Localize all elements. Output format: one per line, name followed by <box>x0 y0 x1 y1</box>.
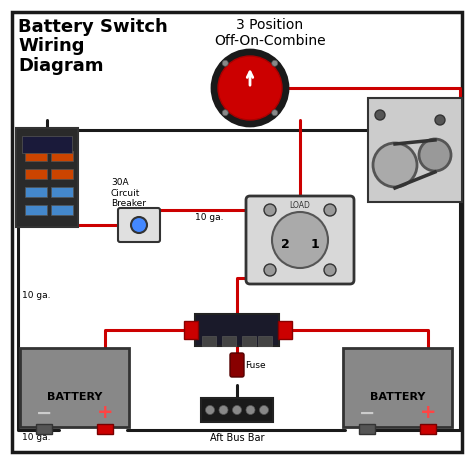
Circle shape <box>218 56 282 120</box>
FancyBboxPatch shape <box>230 353 244 377</box>
FancyBboxPatch shape <box>222 336 236 346</box>
FancyBboxPatch shape <box>25 187 47 197</box>
Text: LOAD: LOAD <box>290 201 310 210</box>
Circle shape <box>212 50 288 126</box>
FancyBboxPatch shape <box>258 336 272 346</box>
Text: 30A
Circuit
Breaker: 30A Circuit Breaker <box>111 178 146 208</box>
Circle shape <box>264 264 276 276</box>
Circle shape <box>375 110 385 120</box>
Text: BATTERY: BATTERY <box>47 393 102 402</box>
Circle shape <box>233 406 241 414</box>
Text: 10 ga.: 10 ga. <box>195 213 224 223</box>
Text: +: + <box>420 403 436 423</box>
FancyBboxPatch shape <box>195 314 279 346</box>
Text: Fuse: Fuse <box>245 360 265 370</box>
Circle shape <box>259 406 268 414</box>
FancyBboxPatch shape <box>25 205 47 215</box>
Circle shape <box>272 60 278 66</box>
Text: BATTERY: BATTERY <box>370 393 425 402</box>
FancyBboxPatch shape <box>343 348 452 427</box>
Text: 3 Position
Off-On-Combine: 3 Position Off-On-Combine <box>214 18 326 48</box>
Circle shape <box>222 60 228 66</box>
Circle shape <box>324 204 336 216</box>
Circle shape <box>222 110 228 116</box>
Text: +: + <box>97 403 113 423</box>
Circle shape <box>272 212 328 268</box>
FancyBboxPatch shape <box>51 205 73 215</box>
FancyBboxPatch shape <box>36 424 52 434</box>
Text: 2: 2 <box>281 237 289 250</box>
FancyBboxPatch shape <box>51 187 73 197</box>
FancyBboxPatch shape <box>202 336 216 346</box>
Circle shape <box>206 406 215 414</box>
FancyBboxPatch shape <box>420 424 436 434</box>
Circle shape <box>324 264 336 276</box>
FancyBboxPatch shape <box>97 424 113 434</box>
FancyBboxPatch shape <box>51 151 73 161</box>
Text: −: − <box>36 403 52 423</box>
Circle shape <box>373 143 417 187</box>
FancyBboxPatch shape <box>16 128 78 227</box>
FancyBboxPatch shape <box>20 348 129 427</box>
Text: 10 ga.: 10 ga. <box>22 432 51 442</box>
FancyBboxPatch shape <box>242 336 256 346</box>
FancyBboxPatch shape <box>246 196 354 284</box>
Circle shape <box>246 406 255 414</box>
FancyBboxPatch shape <box>278 321 292 339</box>
Text: 10 ga.: 10 ga. <box>22 291 51 299</box>
Text: −: − <box>359 403 375 423</box>
Text: Battery Switch
Wiring
Diagram: Battery Switch Wiring Diagram <box>18 18 168 75</box>
Circle shape <box>131 217 147 233</box>
Text: Aft Bus Bar: Aft Bus Bar <box>210 433 264 443</box>
FancyBboxPatch shape <box>25 151 47 161</box>
Circle shape <box>264 204 276 216</box>
FancyBboxPatch shape <box>25 169 47 179</box>
Circle shape <box>419 139 451 171</box>
FancyBboxPatch shape <box>184 321 198 339</box>
FancyBboxPatch shape <box>22 136 72 153</box>
FancyBboxPatch shape <box>368 98 462 202</box>
FancyBboxPatch shape <box>118 208 160 242</box>
FancyBboxPatch shape <box>359 424 375 434</box>
FancyBboxPatch shape <box>51 169 73 179</box>
Circle shape <box>435 115 445 125</box>
Text: 1: 1 <box>310 237 319 250</box>
Circle shape <box>272 110 278 116</box>
FancyBboxPatch shape <box>201 398 273 422</box>
Circle shape <box>219 406 228 414</box>
